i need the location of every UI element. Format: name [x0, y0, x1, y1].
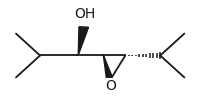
- Text: O: O: [106, 79, 117, 93]
- Text: OH: OH: [74, 7, 95, 21]
- Polygon shape: [103, 56, 112, 78]
- Polygon shape: [78, 27, 89, 55]
